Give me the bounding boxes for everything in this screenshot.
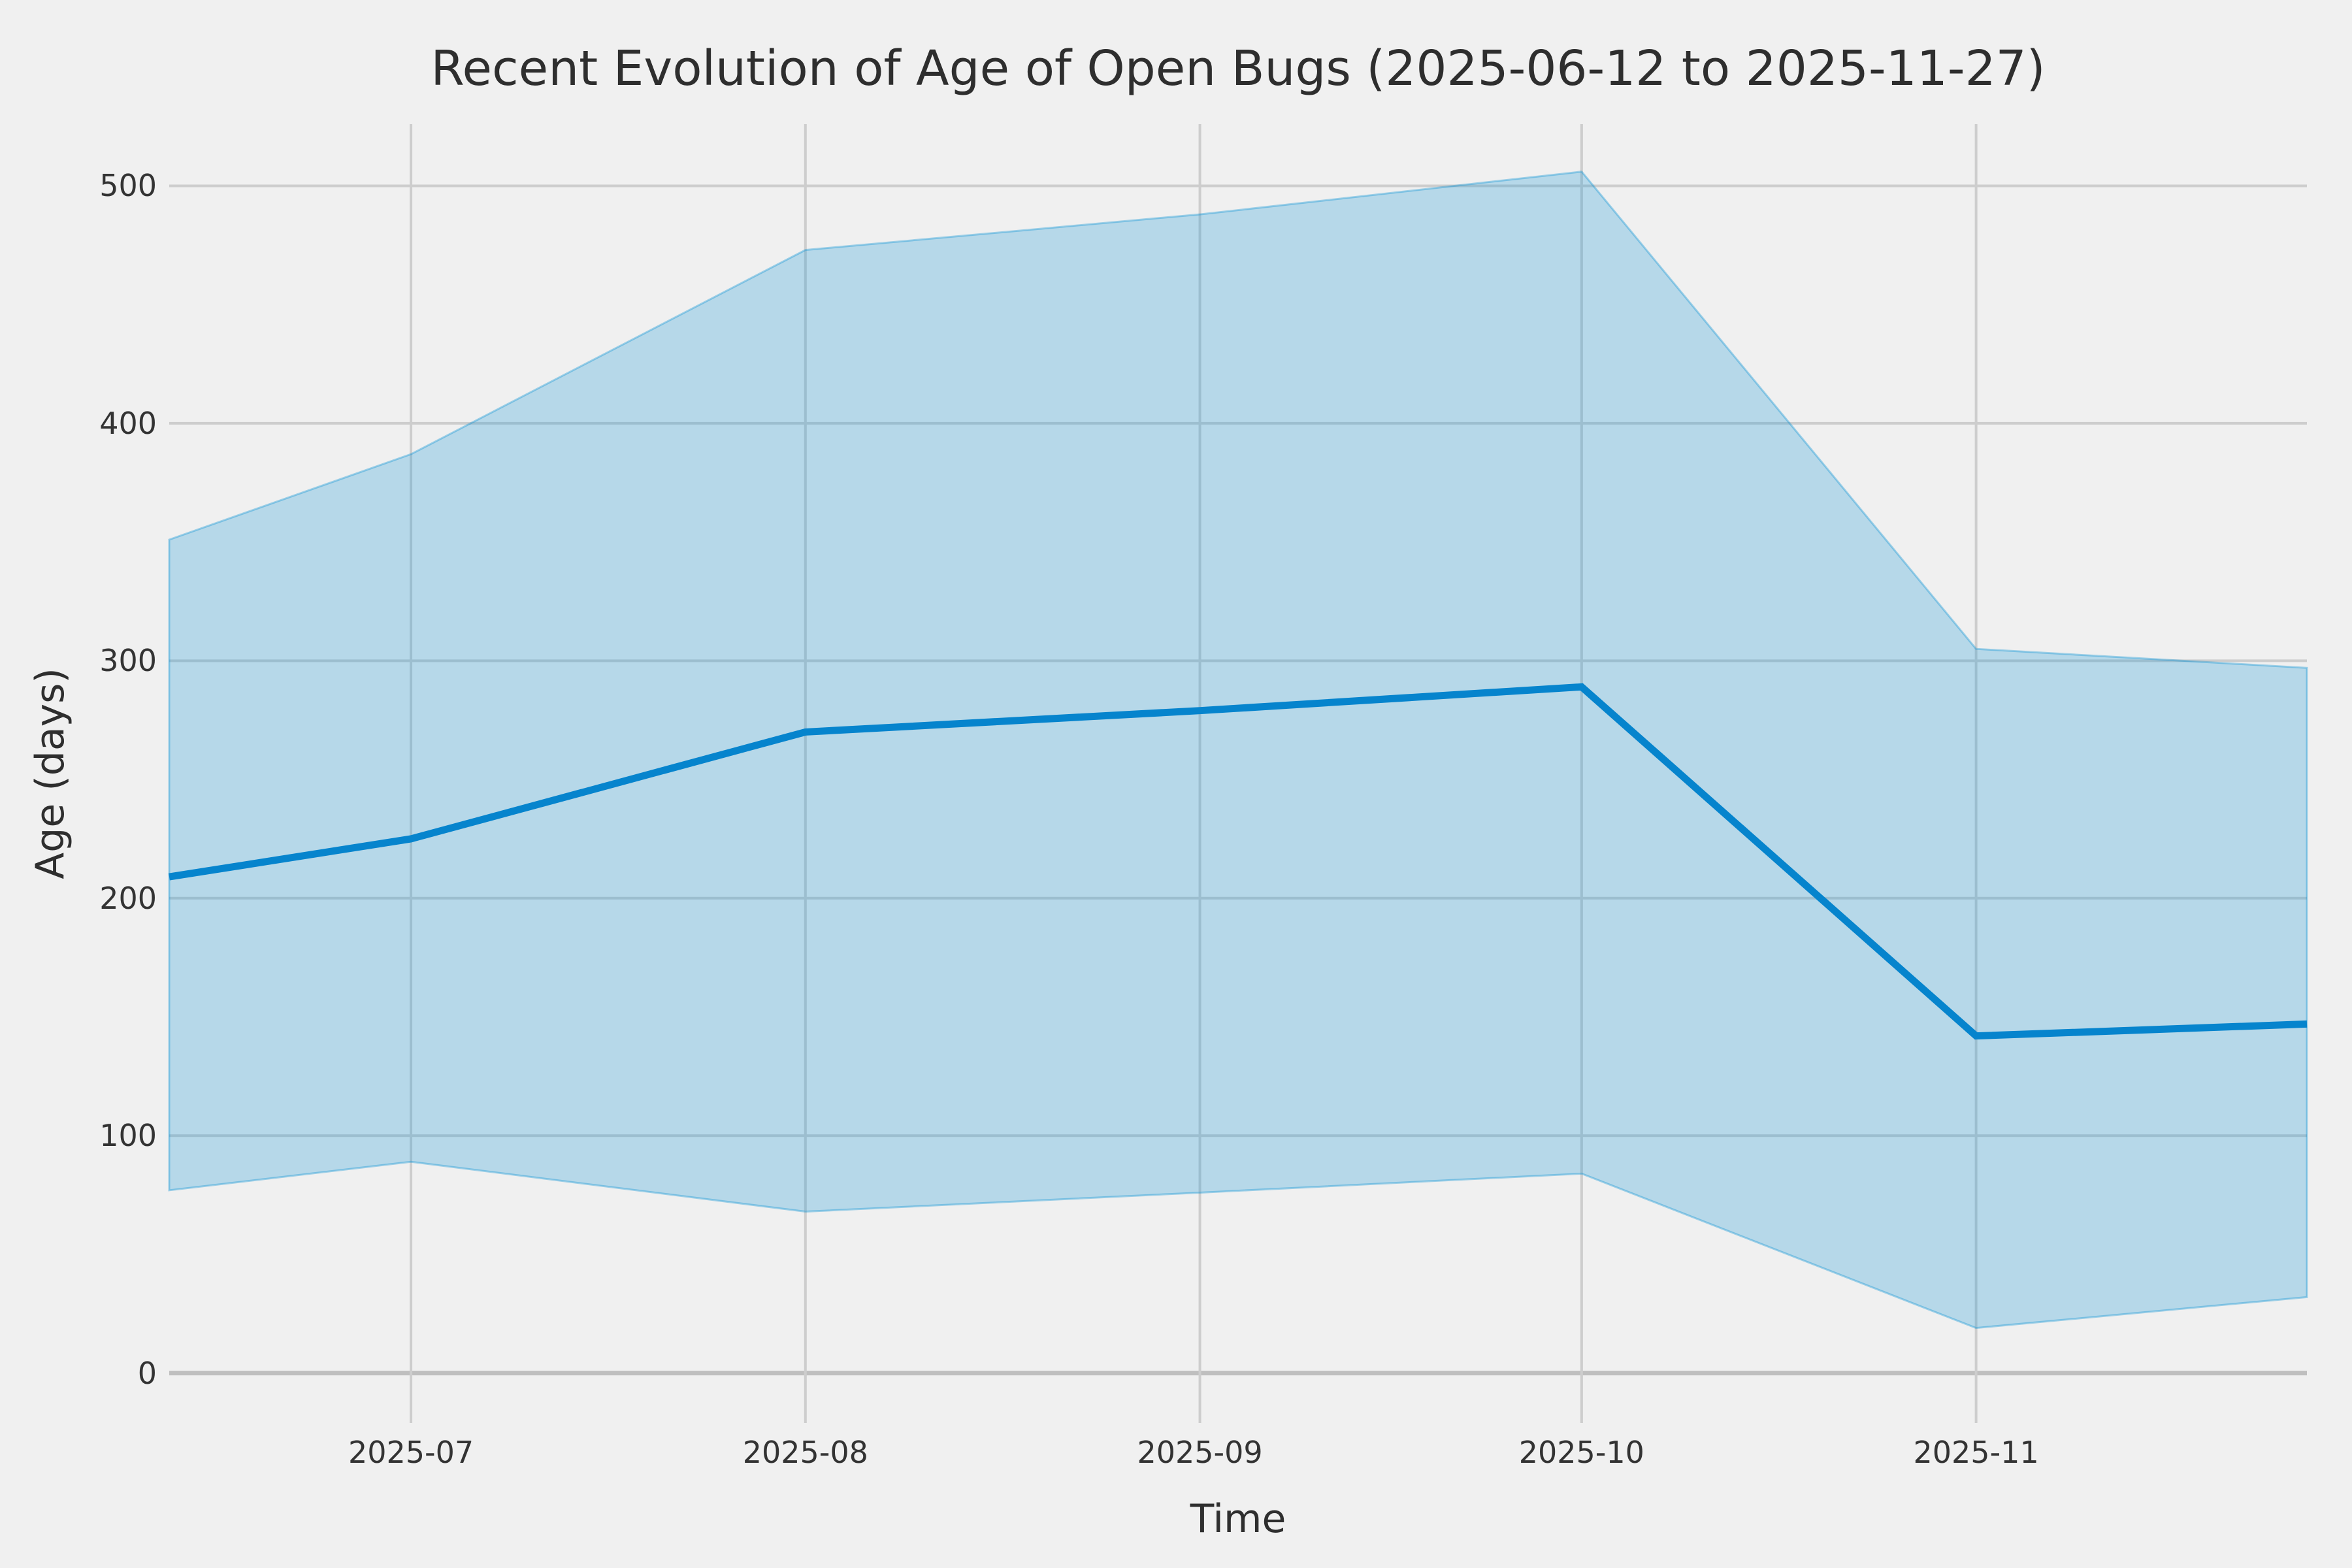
x-tick-label: 2025-10 [1518, 1435, 1644, 1470]
x-tick-label: 2025-08 [742, 1435, 868, 1470]
chart-title: Recent Evolution of Age of Open Bugs (20… [431, 41, 2046, 97]
x-axis-title: Time [1190, 1496, 1286, 1542]
y-tick-label: 400 [99, 405, 157, 441]
x-tick-label: 2025-07 [348, 1435, 474, 1470]
uncertainty-band [168, 171, 2308, 1330]
y-axis-title-text: Age (days) [27, 668, 73, 879]
y-tick-label: 200 [99, 880, 157, 916]
median-line [169, 683, 2308, 1040]
y-tick-label: 500 [99, 168, 157, 204]
x-tick-label: 2025-11 [1913, 1435, 2039, 1470]
x-tick-label: 2025-09 [1137, 1435, 1263, 1470]
y-tick-label: 300 [99, 643, 157, 679]
y-tick-label: 100 [99, 1118, 157, 1154]
y-tick-label: 0 [137, 1355, 157, 1391]
